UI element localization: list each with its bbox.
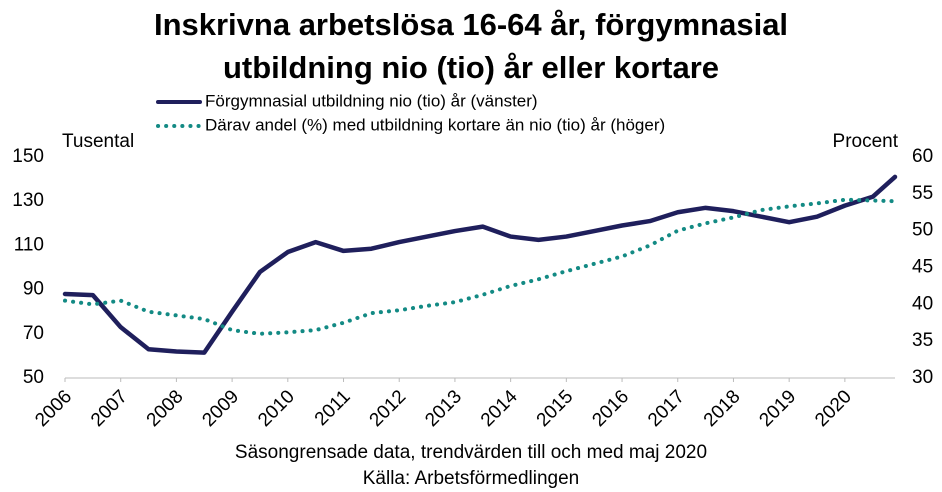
x-tick-label: 2011 <box>311 386 355 430</box>
y2-axis-label: Procent <box>833 131 899 152</box>
y2-tick-label: 55 <box>912 183 933 204</box>
y2-tick-label: 40 <box>912 293 933 314</box>
legend-label: Därav andel (%) med utbildning kortare ä… <box>205 115 665 134</box>
y-tick-label: 130 <box>12 190 44 211</box>
x-tick-label: 2018 <box>700 386 745 431</box>
x-tick-label: 2020 <box>811 386 856 431</box>
y-tick-label: 50 <box>23 367 44 388</box>
x-tick-label: 2015 <box>533 386 578 431</box>
x-tick-label: 2006 <box>31 386 76 431</box>
x-tick-label: 2019 <box>755 386 800 431</box>
legend-label: Förgymnasial utbildning nio (tio) år (vä… <box>205 91 538 110</box>
series-line <box>63 197 897 336</box>
y-axis-label: Tusental <box>62 131 134 152</box>
x-tick-label: 2017 <box>644 386 689 431</box>
x-tick-label: 2010 <box>254 386 299 431</box>
y-tick-label: 70 <box>23 323 44 344</box>
series-line <box>62 174 898 355</box>
x-tick-label: 2013 <box>421 386 466 431</box>
y-tick-label: 110 <box>14 234 44 255</box>
x-tick-label: 2008 <box>143 386 188 431</box>
y-tick-label: 150 <box>12 146 44 167</box>
y2-tick-label: 60 <box>912 146 933 167</box>
x-tick-label: 2012 <box>366 386 411 431</box>
y2-tick-label: 50 <box>912 220 933 241</box>
y2-tick-label: 30 <box>912 367 933 388</box>
note: Säsongrensade data, trendvärden till och… <box>235 442 707 463</box>
x-tick-label: 2007 <box>87 386 132 431</box>
chart-title: Inskrivna arbetslösa 16-64 år, förgymnas… <box>154 7 788 42</box>
y-tick-label: 90 <box>23 279 44 300</box>
chart-title: utbildning nio (tio) år eller kortare <box>223 50 719 85</box>
x-tick-label: 2009 <box>198 386 243 431</box>
note: Källa: Arbetsförmedlingen <box>363 468 580 489</box>
y2-tick-label: 45 <box>912 257 933 278</box>
x-tick-label: 2016 <box>588 386 633 431</box>
y2-tick-label: 35 <box>912 330 933 351</box>
x-tick-label: 2014 <box>477 386 522 431</box>
